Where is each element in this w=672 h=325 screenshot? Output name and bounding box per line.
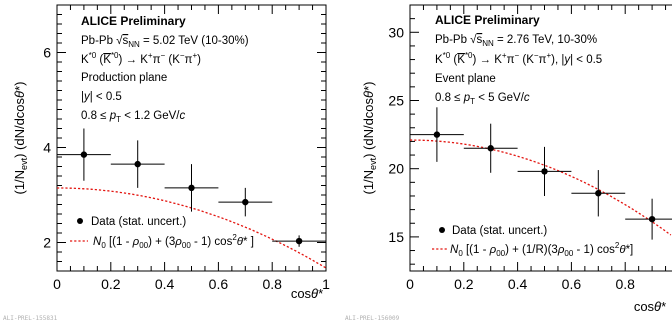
annotation-rapidity-left: |y| < 0.5 bbox=[81, 91, 122, 103]
legend-marker-data-left bbox=[77, 218, 83, 224]
x-tick-label: 0.2 bbox=[454, 276, 474, 292]
x-tick-labels-left: 0 0.2 0.4 0.6 0.8 1 bbox=[53, 276, 330, 292]
x-tick-label: 0.4 bbox=[508, 276, 528, 292]
annotation-pt-left: 0.8 ≤ pT < 1.2 GeV/c bbox=[81, 110, 186, 124]
legend-label-fit-right: N0 [(1 - ρ00) + (1/R)(3ρ00 - 1) cos2θ*] bbox=[450, 241, 633, 258]
y-tick-label: 30 bbox=[388, 24, 404, 40]
legend-marker-data-right bbox=[439, 227, 445, 233]
y-axis-label-left: (1/Nevt) (dN/dcosθ*) bbox=[12, 82, 29, 195]
y-tick-label: 4 bbox=[43, 140, 51, 156]
data-point bbox=[410, 107, 464, 162]
panel-left: 0 0.2 0.4 0.6 0.8 1 246 (1/Nevt) (dN/dcosθ*) … bbox=[3, 4, 330, 322]
annotation-pt-right: 0.8 ≤ pT < 5 GeV/c bbox=[435, 92, 530, 106]
footer-id-right: ALI-PREL-156009 bbox=[345, 315, 400, 322]
fit-curve-right bbox=[409, 139, 672, 236]
x-tick-label: 1 bbox=[322, 276, 330, 292]
data-marker bbox=[188, 184, 195, 192]
annotation-plane-left: Production plane bbox=[81, 72, 167, 84]
data-marker bbox=[433, 131, 441, 138]
data-points-left bbox=[57, 128, 326, 247]
annotation-collision-right: Pb-Pb √sNN = 2.76 TeV, 10-30% bbox=[435, 33, 597, 48]
data-marker bbox=[134, 160, 141, 168]
data-points-right bbox=[410, 107, 672, 240]
legend-label-data-left: Data (stat. uncert.) bbox=[91, 216, 186, 228]
data-point bbox=[517, 146, 572, 196]
data-point bbox=[463, 123, 518, 173]
x-tick-label: 0 bbox=[406, 276, 414, 292]
y-tick-label: 15 bbox=[388, 229, 404, 245]
data-point bbox=[571, 170, 626, 217]
x-tick-label: 0.2 bbox=[101, 276, 121, 292]
y-tick-label: 2 bbox=[43, 235, 51, 251]
data-marker bbox=[80, 151, 88, 158]
legend-right: Data (stat. uncert.) N0 [(1 - ρ00) + (1/… bbox=[432, 225, 633, 258]
data-point bbox=[57, 128, 111, 181]
title-right: ALICE Preliminary bbox=[435, 13, 540, 27]
legend-label-fit-left: N0 [(1 - ρ00) + (3ρ00 - 1) cos2θ* ] bbox=[93, 233, 254, 250]
legend-left: Data (stat. uncert.) N0 [(1 - ρ00) + (3ρ… bbox=[70, 216, 254, 250]
data-marker bbox=[295, 237, 303, 245]
data-marker bbox=[487, 145, 494, 152]
annotation-decay-left: K*0 (K*0) → K+π− (K−π+) bbox=[81, 51, 201, 66]
footer-id-left: ALI-PREL-155831 bbox=[3, 315, 58, 322]
x-tick-label: 0.4 bbox=[155, 276, 175, 292]
data-marker bbox=[541, 168, 548, 175]
title-left: ALICE Preliminary bbox=[81, 14, 186, 28]
tick-marks-right bbox=[409, 4, 667, 271]
annotation-plane-right: Event plane bbox=[435, 73, 496, 85]
panel-right: 0 0.2 0.4 0.6 0.8 15 20 25 30 (1/Nevt) (dN/dcos… bbox=[345, 4, 672, 322]
x-axis-label-right: cosθ* bbox=[634, 299, 666, 314]
data-marker bbox=[242, 198, 249, 206]
data-point bbox=[110, 140, 165, 188]
plot-frame-right bbox=[409, 4, 672, 272]
data-point bbox=[625, 198, 672, 240]
x-tick-label: 0.8 bbox=[615, 276, 635, 292]
y-tick-labels-right: 15 20 25 30 bbox=[388, 24, 404, 245]
data-marker bbox=[648, 215, 656, 223]
x-tick-label: 0.6 bbox=[209, 276, 229, 292]
x-tick-label: 0.6 bbox=[562, 276, 582, 292]
legend-label-data-right: Data (stat. uncert.) bbox=[452, 225, 547, 237]
x-tick-label: 0 bbox=[53, 276, 61, 292]
y-tick-label: 20 bbox=[388, 161, 404, 177]
y-tick-label: 6 bbox=[43, 45, 51, 61]
y-tick-labels-left: 2 4 6 bbox=[43, 45, 51, 251]
x-tick-label: 0.8 bbox=[262, 276, 282, 292]
y-axis-label-right: (1/Nevt) (dN/dcosθ*) bbox=[361, 82, 378, 195]
data-point bbox=[164, 164, 219, 212]
data-point bbox=[218, 187, 273, 217]
x-axis-label-left: cosθ* bbox=[291, 286, 323, 301]
tick-marks-left bbox=[56, 4, 327, 272]
y-tick-label: 25 bbox=[388, 92, 404, 108]
annotation-decay-right: K*0 (K*0) → K+π− (K−π+), |y| < 0.5 bbox=[435, 51, 602, 66]
data-marker bbox=[595, 190, 602, 197]
data-point bbox=[272, 235, 326, 247]
annotation-collision-left: Pb-Pb √sNN = 5.02 TeV (10-30%) bbox=[81, 34, 249, 49]
x-tick-labels-right: 0 0.2 0.4 0.6 0.8 bbox=[406, 276, 635, 292]
